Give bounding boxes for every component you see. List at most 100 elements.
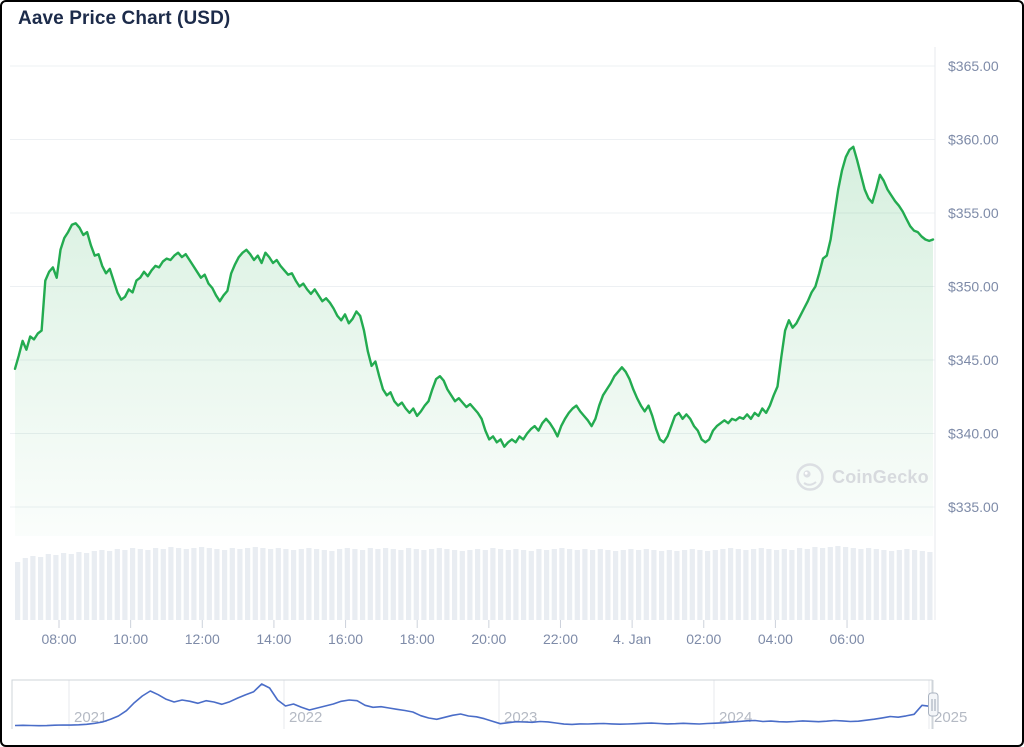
nav-year-label: 2023: [504, 709, 537, 726]
volume-bar: [666, 550, 672, 620]
nav-year-label: 2022: [289, 709, 322, 726]
volume-bar: [45, 554, 51, 620]
volume-bar: [283, 549, 289, 620]
volume-bar: [820, 548, 826, 620]
volume-bar: [421, 550, 427, 620]
volume-bar: [735, 549, 741, 620]
y-axis-label: $340.00: [948, 426, 999, 442]
volume-bar: [812, 547, 818, 620]
volume-bar: [904, 549, 910, 620]
price-line-series[interactable]: [13, 145, 935, 448]
volume-bar: [168, 547, 174, 620]
volume-bar: [222, 550, 228, 620]
volume-bar: [797, 548, 803, 620]
volume-bar: [835, 546, 841, 620]
volume-bar: [436, 548, 442, 620]
volume-bar: [528, 551, 534, 620]
volume-bar: [329, 551, 335, 620]
x-axis-label: 04:00: [758, 631, 793, 647]
volume-bar: [889, 551, 895, 620]
volume-bar: [429, 549, 435, 620]
volume-bar: [544, 550, 550, 620]
volume-bar: [214, 549, 220, 620]
price-series[interactable]: [13, 145, 935, 537]
volume-bar: [160, 549, 166, 620]
volume-bar: [53, 555, 59, 620]
volume-bar: [620, 550, 626, 620]
volume-bar: [314, 549, 320, 620]
x-axis-label: 4. Jan: [613, 631, 651, 647]
volume-bar: [406, 548, 412, 620]
volume-bar: [628, 549, 634, 620]
volume-bar: [38, 557, 44, 620]
volume-bar: [590, 550, 596, 620]
y-axis-labels: $365.00 $360.00 $355.00 $350.00 $345.00 $340.…: [948, 58, 999, 515]
volume-bar: [536, 549, 542, 620]
volume-bar: [360, 550, 366, 620]
volume-bar: [398, 550, 404, 620]
volume-bar: [827, 547, 833, 620]
volume-bar: [252, 547, 258, 620]
volume-bar: [896, 550, 902, 620]
x-axis-label: 14:00: [256, 631, 291, 647]
volume-bar: [321, 550, 327, 620]
volume-bar: [559, 548, 565, 620]
volume-bar: [866, 548, 872, 620]
volume-bar: [927, 552, 933, 620]
volume-bar: [597, 549, 603, 620]
volume-bar: [452, 550, 458, 620]
volume-bar: [712, 550, 718, 620]
volume-bar: [774, 550, 780, 620]
volume-bar: [68, 554, 74, 620]
volume-bar: [521, 550, 527, 620]
volume-bar: [850, 548, 856, 620]
x-axis-labels: 08:00 10:00 12:00 14:00 16:00 18:00 20:00 22:00…: [41, 631, 864, 647]
y-axis-label: $365.00: [948, 58, 999, 74]
range-navigator[interactable]: 2021 2022 2023 2024 2025: [11, 679, 967, 729]
volume-bar: [337, 549, 343, 620]
volume-bar: [153, 548, 159, 620]
volume-bar: [843, 547, 849, 620]
volume-bar: [375, 549, 381, 620]
volume-bar: [245, 548, 251, 620]
volume-bar: [574, 550, 580, 620]
volume-bar: [413, 549, 419, 620]
volume-bar: [551, 549, 557, 620]
volume-bar: [482, 550, 488, 620]
y-axis-label: $360.00: [948, 132, 999, 148]
volume-bar: [145, 550, 151, 620]
volume-bar: [352, 549, 358, 620]
volume-bar: [390, 549, 396, 620]
volume-bar: [582, 549, 588, 620]
volume-bar: [91, 551, 97, 620]
volume-bar: [30, 556, 36, 620]
volume-bar: [605, 550, 611, 620]
nav-year-label: 2025: [934, 709, 967, 726]
volume-bar: [766, 549, 772, 620]
volume-bar: [804, 549, 810, 620]
volume-bar: [689, 549, 695, 620]
volume-bar: [758, 548, 764, 620]
volume-bar: [643, 549, 649, 620]
volume-bar: [659, 551, 665, 620]
volume-bar: [306, 548, 312, 620]
navigator-series[interactable]: [14, 683, 931, 727]
volume-bar: [728, 548, 734, 620]
volume-bar: [383, 548, 389, 620]
volume-bar: [459, 551, 465, 620]
x-axis-label: 08:00: [41, 631, 76, 647]
volume-bar: [122, 550, 128, 620]
volume-bar: [130, 548, 136, 620]
x-axis-label: 16:00: [328, 631, 363, 647]
volume-bar: [114, 549, 120, 620]
volume-bar: [22, 558, 28, 620]
volume-bar: [268, 549, 274, 620]
volume-bar: [367, 548, 373, 620]
volume-bar: [567, 549, 573, 620]
x-axis-label: 12:00: [185, 631, 220, 647]
navigator-handle[interactable]: [928, 692, 939, 717]
volume-bar: [705, 551, 711, 620]
volume-bars: [15, 546, 933, 620]
volume-bar: [176, 548, 182, 620]
